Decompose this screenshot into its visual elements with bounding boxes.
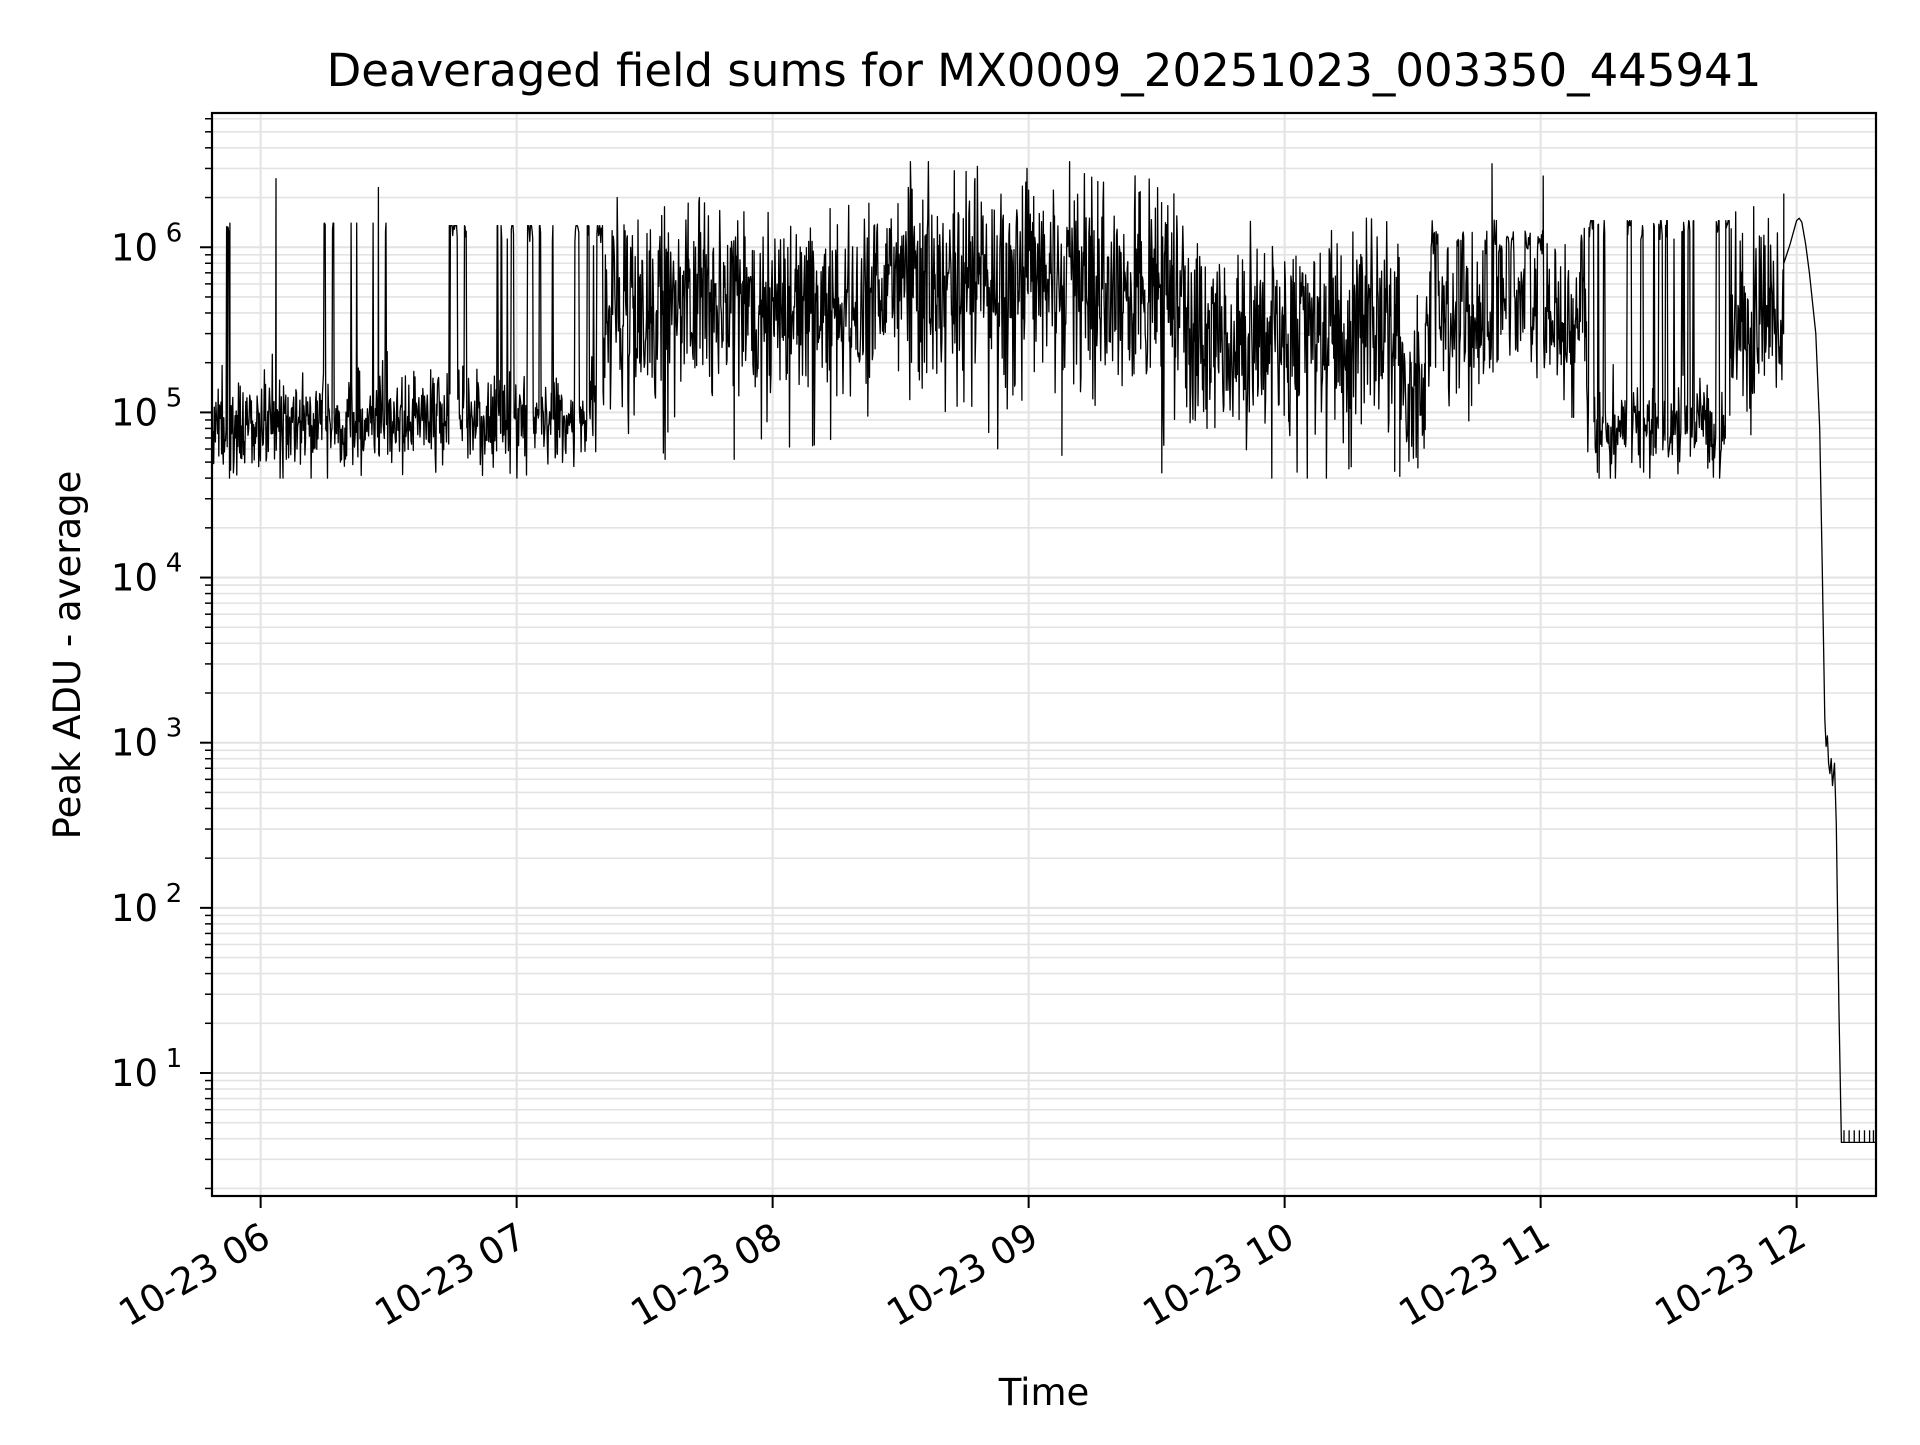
chart-title: Deaveraged field sums for MX0009_2025102…	[327, 44, 1762, 97]
y-tick-label: 10	[111, 1052, 158, 1095]
plot-frame	[210, 111, 1878, 1198]
x-tick-label: 10-23 10	[1136, 1215, 1302, 1335]
x-tick-label: 10-23 09	[880, 1215, 1046, 1335]
y-tick-label: 10	[111, 887, 158, 930]
y-tick-label: 10	[111, 557, 158, 600]
y-axis-label: Peak ADU - average	[46, 471, 89, 840]
x-axis-label: Time	[998, 1371, 1090, 1414]
x-tick-label: 10-23 06	[112, 1215, 278, 1335]
x-tick-label: 10-23 11	[1392, 1215, 1558, 1335]
y-tick-label: 10	[111, 722, 158, 765]
y-tick-exponent: 3	[166, 714, 183, 744]
y-tick-label: 10	[111, 391, 158, 434]
x-tick-label: 10-23 08	[624, 1215, 790, 1335]
y-tick-label: 10	[111, 226, 158, 269]
data-layer	[211, 160, 1876, 1144]
y-tick-exponent: 2	[166, 879, 183, 909]
x-tick-label: 10-23 12	[1648, 1215, 1814, 1335]
y-tick-exponent: 1	[166, 1044, 183, 1074]
y-tick-exponent: 4	[166, 549, 183, 579]
x-tick-label: 10-23 07	[368, 1215, 534, 1335]
y-tick-exponent: 5	[166, 383, 183, 413]
series-line	[211, 160, 1876, 1144]
y-tick-exponent: 6	[166, 218, 183, 248]
